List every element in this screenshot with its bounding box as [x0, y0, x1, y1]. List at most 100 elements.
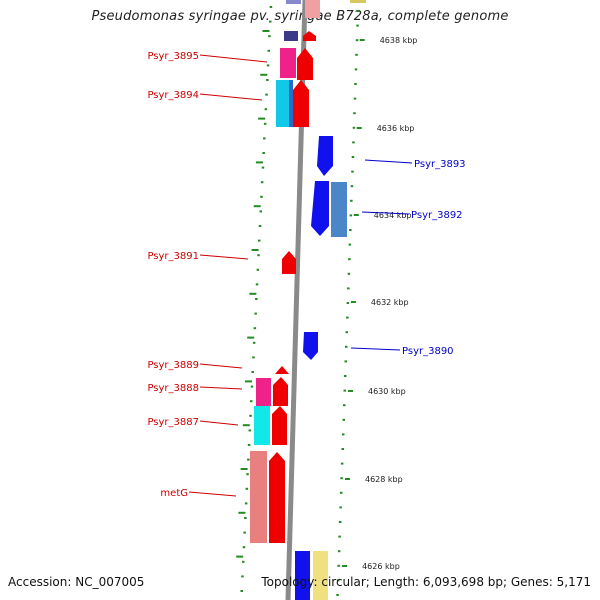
gene-psyr-3889-arrow[interactable] — [275, 366, 289, 374]
right-track-dot — [355, 53, 358, 56]
gene-psyr-3891-arrow[interactable] — [282, 251, 296, 274]
right-track-dot — [349, 229, 352, 231]
scale-tick-mark — [345, 478, 350, 480]
left-track-dash — [236, 555, 244, 558]
scale-tick-mark — [353, 214, 359, 216]
right-track-dot — [351, 170, 354, 173]
gene-label[interactable]: metG — [160, 488, 188, 499]
left-track-dot — [250, 385, 254, 388]
left-track-dot — [269, 20, 272, 23]
gene-label[interactable]: Psyr_3894 — [147, 90, 199, 101]
gene-leader-line — [199, 363, 243, 369]
feature-top-navy[interactable] — [284, 31, 298, 41]
gene-label[interactable]: Psyr_3887 — [147, 417, 199, 428]
scale-ticks: 4638 kbp 4636 kbp 4634 kbp 4632 kbp 4630 kbp… — [342, 36, 417, 571]
feature-3887-cyan[interactable] — [254, 406, 270, 445]
feature-3892-steelblue[interactable] — [331, 182, 347, 237]
left-track-dot — [260, 181, 264, 184]
left-track-dot — [246, 473, 249, 476]
gene-psyr-3895-arrow[interactable] — [297, 48, 313, 80]
left-track-dot — [260, 195, 263, 198]
left-track-dot — [240, 590, 243, 592]
right-track-dot — [345, 345, 348, 348]
gene-label[interactable]: Psyr_3892 — [411, 210, 463, 221]
left-track-dot — [263, 122, 267, 125]
left-track-dash — [262, 30, 270, 32]
gene-label[interactable]: Psyr_3891 — [147, 251, 199, 262]
feature-bottom-yellow[interactable] — [313, 551, 328, 600]
left-track-dot — [266, 64, 270, 67]
left-track-dot — [242, 546, 246, 549]
left-track-dot — [266, 79, 269, 81]
gene-psyr-3893-arrow[interactable] — [317, 136, 333, 176]
left-track-dot — [264, 108, 268, 111]
right-track-dot — [352, 126, 356, 129]
right-track-dot — [345, 331, 348, 334]
left-track-dash — [260, 73, 268, 76]
map-title: Pseudomonas syringae pv. syringae B728a,… — [91, 9, 509, 24]
gene-label[interactable]: Psyr_3895 — [147, 51, 199, 62]
left-track-dot — [245, 487, 249, 490]
right-track-dot — [356, 10, 360, 12]
gene-label[interactable]: Psyr_3888 — [147, 383, 199, 394]
scale-tick-label: 4634 kbp — [374, 211, 412, 220]
right-track-dot — [346, 316, 349, 319]
scale-tick-mark — [350, 301, 356, 303]
feature-top-lavender[interactable] — [286, 0, 301, 4]
left-track-dot — [261, 166, 265, 169]
left-track-dash — [238, 511, 246, 514]
gene-psyr-3890-arrow[interactable] — [303, 332, 318, 360]
feature-3888-magenta[interactable] — [256, 378, 271, 406]
left-track-dot — [243, 531, 246, 534]
feature-top-yellow[interactable] — [350, 0, 366, 3]
feature-3894-cyan[interactable] — [276, 80, 291, 127]
right-track-dot — [344, 375, 347, 377]
gene-label[interactable]: Psyr_3889 — [147, 360, 199, 371]
scale-tick-mark — [342, 565, 348, 567]
right-track-dot — [348, 258, 351, 261]
right-track-dot — [350, 199, 353, 202]
left-track-dot — [268, 35, 271, 38]
left-track-dot — [242, 560, 245, 563]
feature-bottom-blue[interactable] — [295, 551, 310, 600]
right-track-dot — [337, 550, 341, 553]
feature-metg-salmon[interactable] — [250, 451, 267, 543]
left-track-dash — [245, 380, 252, 383]
left-track-dot — [253, 327, 257, 330]
scale-tick-mark — [359, 39, 365, 41]
right-track-dot — [336, 579, 340, 582]
left-track-dash — [249, 292, 257, 295]
left-track-dot — [259, 210, 262, 213]
gene-labels: Psyr_3895 Psyr_3894 Psyr_3893 Psyr_3892 Psyr… — [147, 51, 465, 499]
right-track-dot — [339, 506, 342, 509]
left-track-dot — [256, 268, 260, 271]
left-track-dot — [250, 400, 253, 403]
gene-psyr-3887-arrow[interactable] — [272, 406, 287, 445]
scale-tick-label: 4632 kbp — [371, 298, 409, 307]
feature-top-red-arrow[interactable] — [303, 31, 316, 41]
right-track-dot — [344, 360, 347, 363]
scale-tick-label: 4626 kbp — [362, 562, 400, 571]
feature-top-pink[interactable] — [305, 0, 320, 18]
right-track-dot — [347, 287, 350, 290]
feature-3895-magenta[interactable] — [280, 48, 296, 78]
left-track-dot — [252, 356, 255, 359]
left-track-dot — [241, 575, 244, 578]
gene-psyr-3888-arrow[interactable] — [273, 377, 288, 406]
gene-psyr-3894-arrow[interactable] — [293, 80, 309, 127]
right-track-dot — [353, 112, 356, 115]
right-track-dot — [354, 83, 357, 85]
gene-psyr-3892-arrow[interactable] — [311, 181, 329, 236]
right-track-dot — [339, 491, 343, 494]
right-track-dot — [338, 521, 342, 523]
right-track-dot — [350, 185, 354, 188]
gene-label[interactable]: Psyr_3893 — [414, 159, 466, 170]
left-track-dash — [251, 249, 259, 251]
accession-label: Accession: NC_007005 — [8, 575, 145, 589]
gene-label[interactable]: Psyr_3890 — [402, 346, 454, 357]
right-track-dot — [343, 389, 346, 392]
gene-leader-line — [199, 254, 249, 260]
gene-metg-arrow[interactable] — [269, 452, 285, 543]
feature-3894-blue-stripe[interactable] — [289, 80, 293, 127]
